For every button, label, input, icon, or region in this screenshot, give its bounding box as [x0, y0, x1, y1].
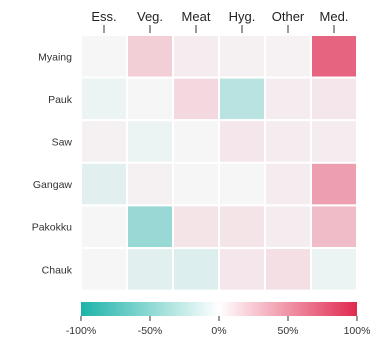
heatmap-cell	[80, 34, 128, 79]
heatmap-cell	[80, 247, 128, 292]
heatmap-cells	[80, 34, 358, 292]
colorbar-tick-label: -100%	[66, 325, 96, 337]
heatmap-cell	[310, 161, 358, 207]
row-label: Myaing	[38, 51, 72, 63]
colorbar-tick-label: -50%	[138, 325, 163, 337]
column-labels: Ess. Veg. Meat Hyg. Other Med.	[91, 9, 348, 24]
heatmap-cell	[218, 76, 266, 122]
heatmap-cell	[172, 34, 220, 79]
heatmap-cell	[264, 76, 312, 122]
heatmap-cell	[126, 76, 174, 122]
heatmap-cell	[80, 119, 128, 164]
column-label: Other	[272, 9, 305, 24]
heatmap-cell	[264, 34, 312, 79]
heatmap-cell	[310, 76, 358, 122]
colorbar-tick-label: 50%	[277, 325, 298, 337]
colorbar	[81, 302, 357, 316]
column-label: Veg.	[137, 9, 163, 24]
colorbar-ticks: -100% -50% 0% 50% 100%	[66, 316, 371, 337]
heatmap-cell	[172, 119, 220, 164]
column-label: Ess.	[91, 9, 116, 24]
row-label: Pakokku	[32, 222, 72, 234]
heatmap-cell	[218, 161, 266, 207]
heatmap-cell	[126, 247, 174, 292]
heatmap-cell	[264, 161, 312, 207]
heatmap-cell	[80, 161, 128, 207]
row-label: Pauk	[48, 94, 73, 106]
heatmap-cell	[218, 34, 266, 79]
heatmap-cell	[80, 204, 128, 249]
heatmap-cell	[218, 247, 266, 292]
heatmap-cell	[310, 247, 358, 292]
heatmap-cell	[172, 76, 220, 122]
column-ticks	[103, 25, 335, 33]
colorbar-tick-label: 0%	[211, 325, 226, 337]
heatmap-cell	[126, 161, 174, 207]
row-label: Gangaw	[33, 179, 73, 191]
heatmap-cell	[264, 247, 312, 292]
heatmap-cell	[264, 204, 312, 249]
heatmap-cell	[172, 204, 220, 249]
heatmap-cell	[218, 204, 266, 249]
heatmap-cell	[80, 76, 128, 122]
heatmap-cell	[126, 119, 174, 164]
column-label: Hyg.	[229, 9, 256, 24]
heatmap-cell	[218, 119, 266, 164]
row-labels: Myaing Pauk Saw Gangaw Pakokku Chauk	[32, 51, 73, 276]
heatmap-cell	[172, 161, 220, 207]
heatmap-cell	[126, 34, 174, 79]
row-label: Saw	[52, 137, 73, 149]
column-label: Med.	[320, 9, 349, 24]
colorbar-tick-label: 100%	[344, 325, 371, 337]
heatmap-cell	[310, 119, 358, 164]
heatmap-cell	[126, 204, 174, 249]
heatmap-cell	[310, 204, 358, 249]
column-label: Meat	[182, 9, 211, 24]
row-label: Chauk	[42, 264, 73, 276]
heatmap-cell	[264, 119, 312, 164]
heatmap-cell	[172, 247, 220, 292]
heatmap-cell	[310, 34, 358, 79]
